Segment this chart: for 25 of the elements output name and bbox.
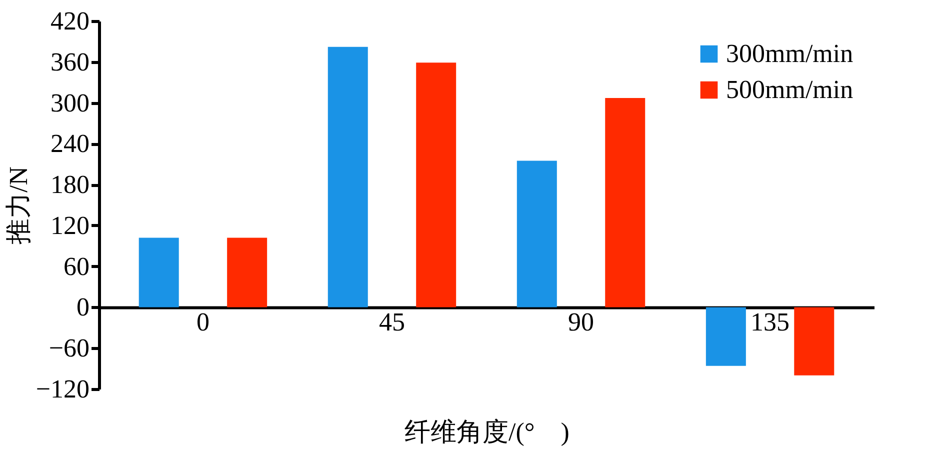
y-tick-label: 180 — [50, 170, 90, 200]
y-axis-title: 推力/N — [4, 166, 33, 244]
x-tick-label: 90 — [568, 308, 594, 337]
x-tick-label: 45 — [378, 308, 405, 337]
y-tick-label: 360 — [50, 47, 90, 76]
bar — [227, 238, 268, 308]
bar — [138, 238, 179, 308]
y-tick-label: 300 — [50, 88, 90, 118]
x-tick-label: 0 — [196, 308, 210, 337]
y-tick-label: −120 — [36, 374, 90, 404]
x-axis-title: 纤维角度/(° ) — [404, 418, 570, 446]
y-tick-label: 60 — [64, 252, 90, 281]
bar — [328, 46, 368, 308]
bar — [706, 307, 746, 366]
bar — [794, 307, 834, 376]
bar — [605, 98, 646, 308]
legend-label: 300mm/min — [726, 39, 854, 68]
x-tick-label: 135 — [750, 308, 790, 337]
y-tick-label: 240 — [50, 129, 90, 158]
bar — [416, 62, 456, 308]
y-tick-label: 120 — [50, 210, 90, 240]
legend-label: 500mm/min — [726, 75, 854, 104]
y-tick-label: −60 — [48, 334, 90, 363]
bar — [516, 160, 557, 308]
y-tick-label: 420 — [50, 6, 90, 36]
